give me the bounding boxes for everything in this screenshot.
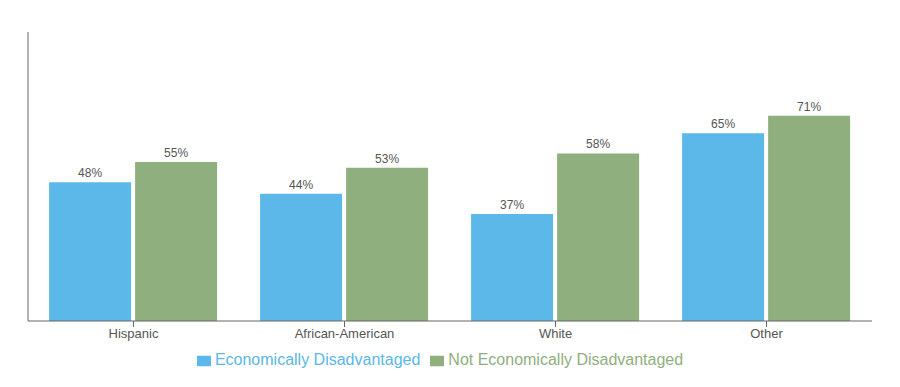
html-text:Economically Disadvantaged: Economically Disadvantaged: [214, 351, 421, 368]
svg-text:White: White: [539, 326, 572, 341]
svg-text:71%: 71%: [797, 100, 821, 114]
svg-text:Hispanic: Hispanic: [109, 326, 159, 341]
svg-text:African-American: African-American: [295, 326, 395, 341]
svg-text:58%: 58%: [586, 137, 610, 151]
svg-text:53%: 53%: [375, 152, 399, 166]
svg-text:65%: 65%: [711, 117, 735, 131]
html-text:Not Economically Disadvantaged: Not Economically Disadvantaged: [448, 351, 684, 368]
svg-text:Other: Other: [750, 326, 783, 341]
svg-text:55%: 55%: [164, 146, 188, 160]
svg-text:44%: 44%: [289, 178, 313, 192]
svg-text:48%: 48%: [78, 166, 102, 180]
svg-text:37%: 37%: [500, 198, 524, 212]
